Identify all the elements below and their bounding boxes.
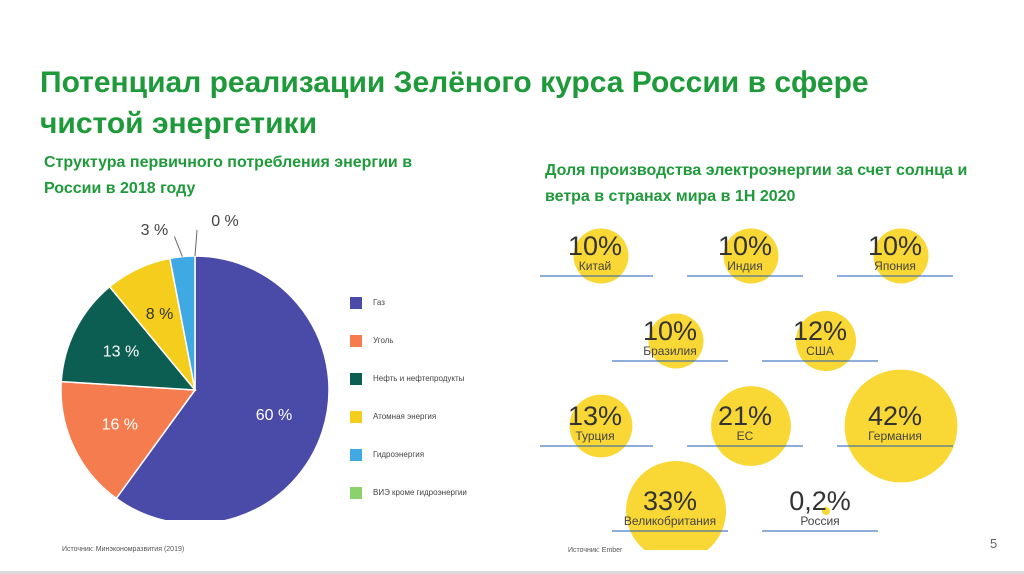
country-label: Турция <box>575 429 614 443</box>
legend-label: ВИЭ кроме гидроэнергии <box>373 488 467 497</box>
pie-label-виэ-кроме-гидроэнергии: 0 % <box>211 213 239 230</box>
share-value: 10% <box>568 231 622 261</box>
pie-leader-line <box>173 236 183 257</box>
legend-item-виэ-кроме-гидроэнергии: ВИЭ кроме гидроэнергии <box>350 486 520 524</box>
country-китай: 10%Китай <box>540 228 653 284</box>
country-германия: 42%Германия <box>837 369 958 483</box>
legend-swatch <box>350 297 362 309</box>
country-великобритания: 33%Великобритания <box>612 461 728 550</box>
pie-slice-уголь <box>60 380 197 500</box>
share-bubble <box>795 310 857 372</box>
share-value: 0,2% <box>789 486 851 516</box>
legend-swatch <box>350 373 362 385</box>
bubble-chart: 10%Китай10%Индия10%Япония10%Бразилия12%С… <box>540 228 958 550</box>
legend-label: Уголь <box>373 336 394 345</box>
country-label: Китай <box>579 259 611 273</box>
legend-label: Гидроэнергия <box>373 450 425 459</box>
share-bubble <box>723 228 779 284</box>
share-value: 33% <box>643 486 697 516</box>
country-япония: 10%Япония <box>837 228 953 284</box>
pie-label-нефть-и-нефтепродукты: 13 % <box>103 344 139 361</box>
share-value: 10% <box>868 231 922 261</box>
country-label: Великобритания <box>624 514 716 528</box>
country-ес: 21%ЕС <box>687 386 803 466</box>
country-индия: 10%Индия <box>687 228 803 284</box>
legend-swatch <box>350 411 362 423</box>
share-value: 21% <box>718 401 772 431</box>
country-label: Германия <box>868 429 922 443</box>
country-бразилия: 10%Бразилия <box>612 313 728 369</box>
legend-item-уголь: Уголь <box>350 334 520 372</box>
page-number: 5 <box>990 536 998 551</box>
legend-swatch <box>350 335 362 347</box>
share-bubble <box>822 507 830 515</box>
pie-label-газ: 60 % <box>256 407 292 424</box>
country-россия: 0,2%Россия <box>762 486 878 532</box>
legend-item-атомная-энергия: Атомная энергия <box>350 410 520 448</box>
share-bubble <box>873 228 929 284</box>
pie-slice-нефть-и-нефтепродукты <box>60 285 197 391</box>
share-value: 12% <box>793 316 847 346</box>
pie-label-гидроэнергия: 3 % <box>141 222 169 239</box>
legend-item-гидроэнергия: Гидроэнергия <box>350 448 520 486</box>
pie-legend: Газ Уголь Нефть и нефтепродукты Атомная эне… <box>350 296 520 524</box>
pie-label-атомная-энергия: 8 % <box>146 306 174 323</box>
legend-swatch <box>350 449 362 461</box>
legend-item-нефть-и-нефтепродукты: Нефть и нефтепродукты <box>350 372 520 410</box>
share-value: 13% <box>568 401 622 431</box>
country-label: Бразилия <box>643 344 697 358</box>
page-title: Потенциал реализации Зелёного курса Росс… <box>40 66 869 140</box>
share-bubble <box>573 228 629 284</box>
share-value: 10% <box>718 231 772 261</box>
pie-source-note: Источник: Минэкономразвития (2019) <box>62 546 185 553</box>
share-bubble <box>569 394 633 458</box>
share-value: 10% <box>643 316 697 346</box>
legend-label: Нефть и нефтепродукты <box>373 374 465 383</box>
share-bubble <box>844 369 958 483</box>
country-label: Индия <box>727 259 762 273</box>
share-bubble <box>648 313 704 369</box>
country-label: Россия <box>800 514 839 528</box>
pie-chart: 60 % 16 % 13 % 8 % 3 % 0 % <box>60 213 330 520</box>
legend-item-газ: Газ <box>350 296 520 334</box>
share-bubble <box>626 461 726 550</box>
share-value: 42% <box>868 401 922 431</box>
legend-label: Газ <box>373 298 385 307</box>
legend-label: Атомная энергия <box>373 412 437 421</box>
country-label: ЕС <box>737 429 754 443</box>
pie-chart-subtitle: Структура первичного потребления энергии… <box>44 154 413 197</box>
pie-slice-газ <box>115 255 330 520</box>
bubble-source-note: Источник: Ember <box>568 547 623 554</box>
country-label: США <box>806 344 834 358</box>
bubble-chart-subtitle: Доля производства электроэнергии за счет… <box>545 162 968 205</box>
country-сша: 12%США <box>762 310 878 372</box>
pie-label-уголь: 16 % <box>102 417 138 434</box>
country-турция: 13%Турция <box>540 394 653 458</box>
bottom-rule <box>0 571 1024 574</box>
country-label: Япония <box>874 259 916 273</box>
pie-leader-line <box>194 229 198 257</box>
legend-swatch <box>350 487 362 499</box>
